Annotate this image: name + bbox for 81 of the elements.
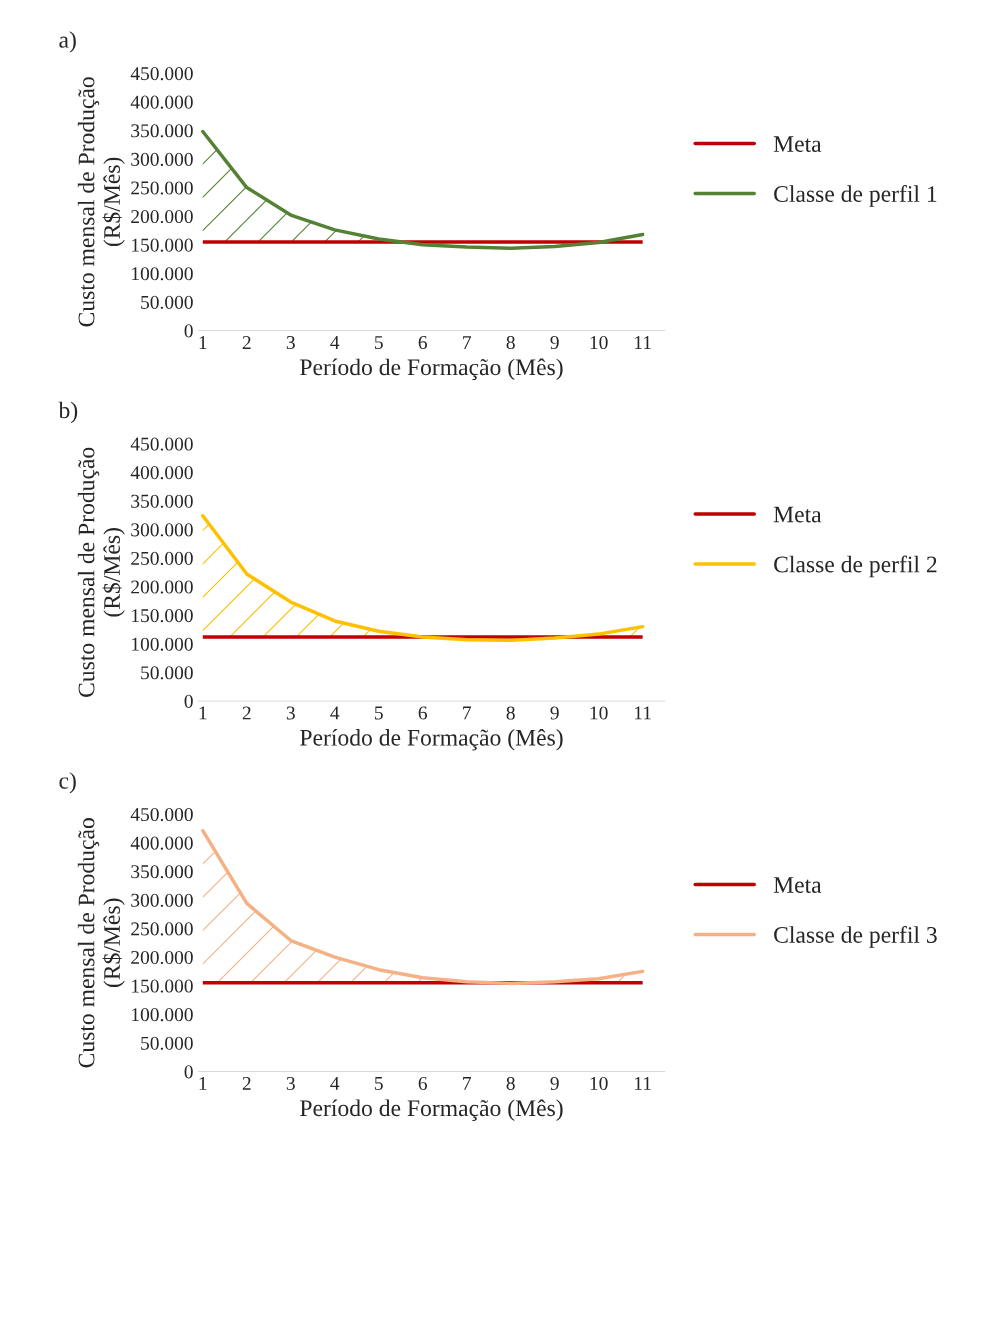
y-tick-label: 50.000	[141, 1036, 193, 1050]
y-axis-title: Custo mensal de Produção (R$/Mês)	[77, 818, 125, 1068]
y-axis-title: Custo mensal de Produção (R$/Mês)	[77, 77, 125, 327]
x-tick-label: 6	[418, 1076, 427, 1090]
y-tick-label: 150.000	[132, 609, 193, 623]
x-axis-title: Período de Formação (Mês)	[300, 729, 563, 751]
legend-label: Classe de perfil 2	[774, 555, 937, 578]
y-tick-label: 350.000	[131, 494, 193, 508]
y-tick-label: 100.000	[132, 1008, 193, 1022]
y-tick-label: 300.000	[131, 893, 193, 907]
y-tick-label: 200.000	[131, 580, 193, 594]
y-tick-label: 0	[184, 694, 193, 708]
line-series	[201, 129, 645, 250]
legend-label: Classe de perfil 3	[774, 926, 937, 948]
x-tick-label: 8	[506, 706, 515, 720]
y-tick-label: 400.000	[130, 466, 193, 480]
y-axis-title: Custo mensal de Produção (R$/Mês)	[77, 447, 125, 697]
y-tick-label: 150.000	[132, 979, 193, 993]
legend-label: Classe de perfil 1	[774, 185, 937, 207]
y-tick-label: 200.000	[131, 209, 193, 224]
x-tick-label: 7	[463, 706, 472, 720]
y-tick-label: 0	[184, 324, 193, 338]
text: a)	[59, 31, 76, 53]
x-axis-title: Período de Formação (Mês)	[300, 358, 563, 381]
y-tick-label: 300.000	[131, 152, 193, 166]
x-tick-label: 9	[550, 706, 559, 720]
x-tick-label: 1	[199, 706, 207, 720]
text: b)	[58, 401, 78, 424]
y-tick-label: 450.000	[130, 67, 193, 81]
line-series	[201, 513, 645, 643]
y-tick-label: 250.000	[131, 181, 193, 195]
x-tick-label: 3	[286, 336, 295, 350]
x-tick-label: 10	[590, 335, 608, 350]
x-tick-label: 5	[375, 706, 383, 720]
x-tick-label: 10	[590, 706, 608, 720]
y-tick-label: 150.000	[132, 238, 193, 252]
y-tick-label: 350.000	[131, 865, 193, 879]
y-tick-label: 350.000	[131, 124, 193, 138]
y-tick-label: 100.000	[132, 637, 193, 651]
x-tick-label: 2	[242, 1076, 251, 1090]
y-tick-label: 50.000	[141, 295, 193, 309]
x-tick-label: 2	[242, 336, 251, 349]
x-tick-label: 5	[375, 336, 383, 350]
x-tick-label: 9	[550, 336, 559, 350]
y-tick-label: 250.000	[131, 551, 193, 566]
x-tick-label: 4	[330, 336, 340, 349]
x-tick-label: 1	[199, 336, 207, 349]
x-tick-label: 4	[330, 1077, 340, 1090]
line-series	[201, 828, 645, 986]
x-tick-label: 1	[199, 1076, 207, 1090]
x-tick-label: 4	[330, 706, 340, 720]
y-tick-label: 50.000	[141, 666, 193, 680]
y-tick-label: 0	[184, 1065, 193, 1079]
x-tick-label: 3	[286, 706, 295, 720]
y-tick-label: 200.000	[131, 950, 193, 965]
y-tick-label: 100.000	[132, 267, 193, 281]
x-tick-label: 9	[550, 1076, 559, 1090]
x-tick-label: 6	[418, 706, 427, 720]
x-tick-label: 10	[590, 1076, 608, 1090]
y-tick-label: 250.000	[131, 922, 193, 936]
x-tick-label: 11	[635, 706, 651, 720]
x-tick-label: 7	[463, 1077, 472, 1090]
x-tick-label: 2	[242, 706, 251, 720]
x-tick-label: 3	[286, 1076, 295, 1090]
x-tick-label: 5	[375, 1077, 383, 1090]
y-tick-label: 450.000	[130, 437, 193, 451]
x-tick-label: 11	[635, 1076, 651, 1090]
x-tick-label: 11	[635, 336, 651, 349]
legend-label: Meta	[773, 136, 822, 152]
text: c)	[59, 772, 76, 794]
x-axis-title: Período de Formação (Mês)	[300, 1099, 563, 1121]
y-tick-label: 400.000	[130, 836, 193, 850]
legend-label: Meta	[773, 506, 822, 523]
y-tick-label: 300.000	[131, 523, 193, 537]
y-tick-label: 400.000	[130, 95, 193, 109]
legend-label: Meta	[773, 877, 822, 893]
x-tick-label: 6	[418, 336, 427, 350]
x-tick-label: 8	[506, 1076, 515, 1090]
x-tick-label: 7	[463, 336, 472, 349]
x-tick-label: 8	[506, 335, 515, 350]
y-tick-label: 450.000	[130, 807, 193, 822]
